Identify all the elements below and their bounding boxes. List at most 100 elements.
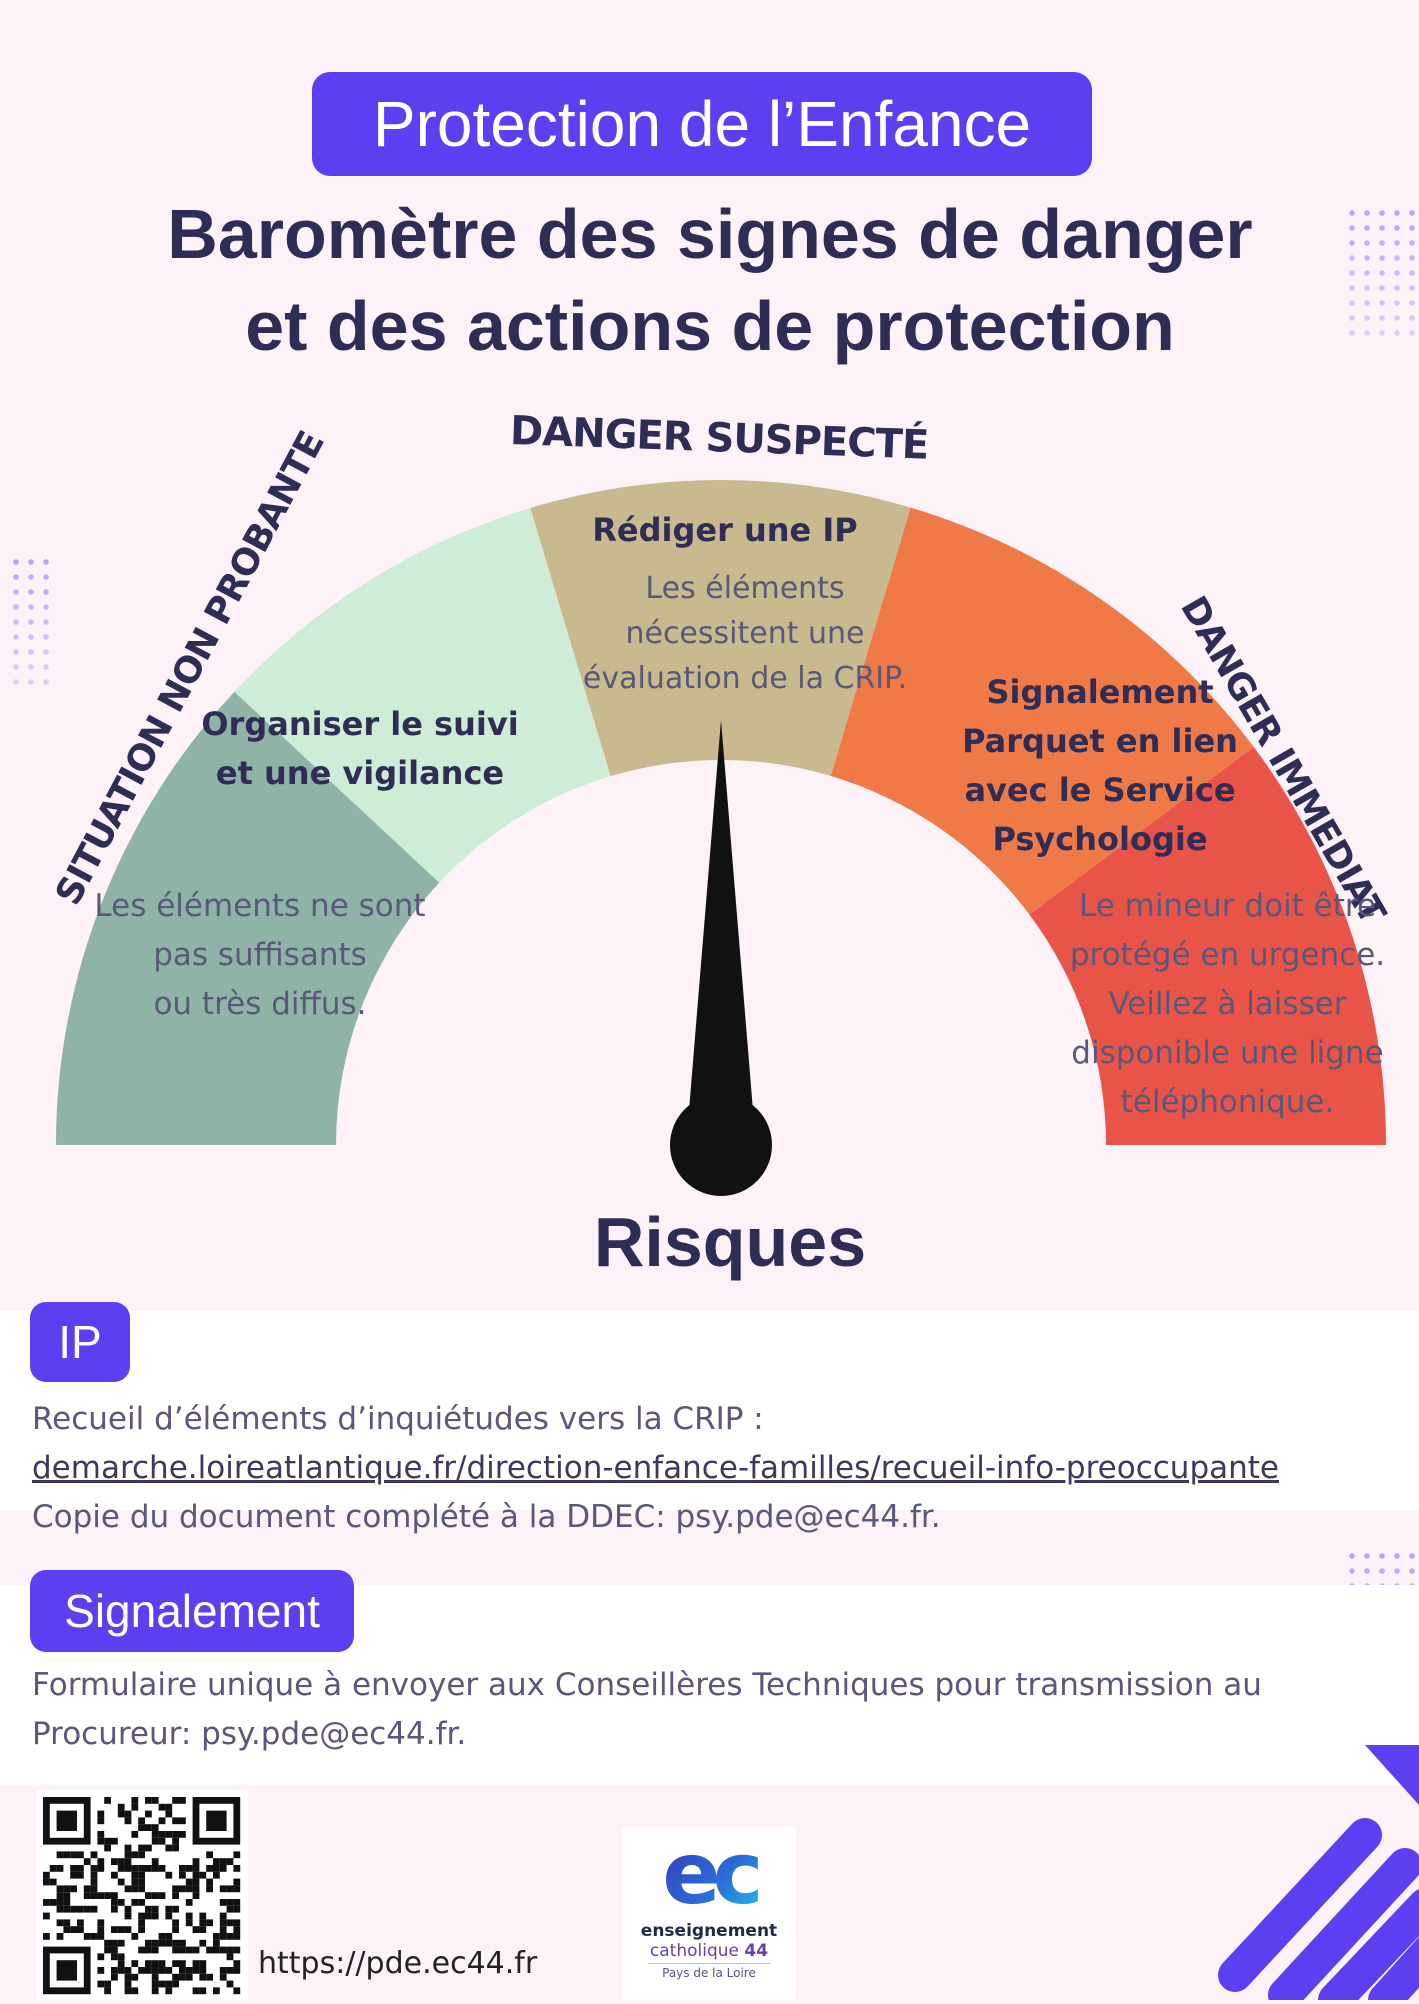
qr-module <box>124 1885 132 1893</box>
qr-module <box>158 1803 166 1811</box>
decor-dot <box>1349 240 1355 246</box>
qr-module <box>233 1885 241 1893</box>
logo-line2-text: catholique <box>649 1941 739 1961</box>
decor-dot <box>1409 285 1415 291</box>
qr-module <box>151 1837 159 1845</box>
decor-dot <box>28 589 34 595</box>
qr-module <box>151 1797 159 1804</box>
decor-dot <box>1409 270 1415 276</box>
qr-module <box>131 1865 139 1872</box>
decor-dot <box>1349 270 1355 276</box>
qr-module <box>138 1912 145 1920</box>
qr-module <box>206 1885 213 1893</box>
qr-module <box>185 1885 193 1893</box>
qr-module <box>165 1871 173 1879</box>
qr-module <box>165 1939 173 1947</box>
qr-module <box>192 1926 200 1933</box>
ip-text: Recueil d’éléments d’inquiétudes vers la… <box>32 1395 1412 1542</box>
decor-dot <box>1394 330 1400 336</box>
qr-module <box>43 1871 50 1879</box>
qr-module <box>158 1817 166 1825</box>
qr-module <box>172 1946 179 1954</box>
qr-module <box>158 1980 166 1988</box>
qr-module <box>192 1960 200 1967</box>
qr-module <box>206 1973 213 1981</box>
zone-suspecte-action: Rédiger une IP <box>592 511 858 549</box>
qr-module <box>192 1858 200 1865</box>
qr-module <box>192 1967 200 1974</box>
decor-dot <box>1409 315 1415 321</box>
qr-module <box>49 1899 57 1906</box>
gauge-segment-2 <box>234 507 611 883</box>
qr-module <box>219 1885 227 1893</box>
qr-module <box>213 1987 220 1995</box>
decor-dot <box>1394 210 1400 216</box>
qr-module <box>124 1905 132 1913</box>
qr-module <box>83 1933 91 1940</box>
qr-module <box>117 1865 125 1872</box>
logo-line3: Pays de la Loire <box>648 1963 770 1982</box>
zone-immediat-line2: protégé en urgence. <box>1069 937 1386 973</box>
decor-dot <box>13 589 19 595</box>
qr-module <box>70 1885 77 1893</box>
qr-module <box>179 1865 186 1872</box>
qr-module <box>138 1967 145 1974</box>
qr-module <box>145 1844 152 1852</box>
decor-stripe <box>1368 1937 1419 2000</box>
qr-module <box>233 1967 241 1974</box>
qr-module <box>131 1871 139 1879</box>
qr-module <box>226 1858 234 1865</box>
qr-module <box>90 1892 98 1899</box>
decor-dot <box>1379 300 1385 306</box>
decor-dot <box>1379 330 1385 336</box>
qr-module <box>63 1926 71 1933</box>
qr-module <box>145 1892 152 1899</box>
qr-module <box>226 1953 234 1961</box>
footer-url[interactable]: https://pde.ec44.fr <box>258 1946 538 1981</box>
qr-module <box>179 1797 186 1804</box>
decor-dot <box>28 679 34 685</box>
qr-module <box>43 1933 50 1940</box>
decor-dot <box>1379 240 1385 246</box>
qr-module <box>97 1892 105 1899</box>
qr-module <box>111 1892 118 1899</box>
qr-module <box>90 1905 98 1913</box>
qr-code[interactable] <box>36 1790 248 2000</box>
zone-suspecte-text: Les éléments nécessitent une évaluation … <box>560 566 930 701</box>
qr-module <box>111 1905 118 1913</box>
ip-link[interactable]: demarche.loireatlantique.fr/direction-en… <box>32 1450 1279 1486</box>
signalement-badge-label: Signalement <box>64 1585 320 1637</box>
qr-module <box>233 1919 241 1927</box>
qr-module <box>151 1858 159 1865</box>
qr-module <box>165 1844 173 1852</box>
zone-immediat-text: Le mineur doit être protégé en urgence. … <box>1055 882 1400 1127</box>
zone-non-probante-line3: ou très diffus. <box>153 986 367 1022</box>
gauge-segment-4 <box>830 507 1254 915</box>
qr-module <box>233 1905 241 1913</box>
qr-module <box>199 1973 207 1981</box>
qr-module <box>172 1892 179 1899</box>
decor-dot <box>1364 240 1370 246</box>
decor-dot <box>1379 315 1385 321</box>
qr-module <box>56 1865 64 1872</box>
qr-module <box>111 1899 118 1906</box>
zone-immediat-line1: Le mineur doit être <box>1078 888 1377 924</box>
ec-logo-letters: ec <box>662 1833 758 1917</box>
qr-module <box>131 1933 139 1940</box>
zone-suspecte-line2: nécessitent une <box>625 616 865 651</box>
qr-module <box>111 1871 118 1879</box>
qr-module <box>111 1939 118 1947</box>
decor-dot <box>1379 270 1385 276</box>
qr-finder-core <box>206 1810 227 1831</box>
qr-module <box>219 1946 227 1954</box>
decor-dot <box>1394 270 1400 276</box>
qr-module <box>117 1960 125 1967</box>
decor-dot <box>1394 285 1400 291</box>
qr-module <box>83 1905 91 1913</box>
qr-module <box>104 1844 111 1852</box>
qr-module <box>185 1899 193 1906</box>
qr-module <box>165 1912 173 1920</box>
qr-module <box>233 1933 241 1940</box>
qr-module <box>97 1967 105 1974</box>
qr-module <box>199 1871 207 1879</box>
